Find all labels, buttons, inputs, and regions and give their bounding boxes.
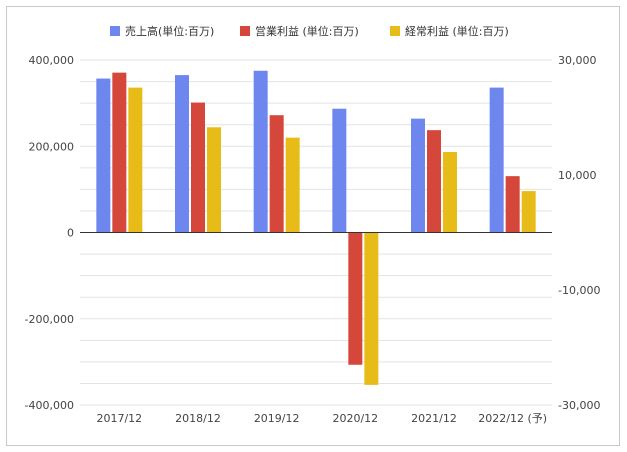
bar: [505, 176, 520, 233]
legend-label: 営業利益 (単位:百万): [255, 24, 359, 38]
bar: [112, 72, 127, 233]
bar: [207, 127, 221, 233]
x-tick-label: 2017/12: [96, 412, 142, 425]
legend-swatch: [240, 26, 250, 36]
legend: 売上高(単位:百万) 営業利益 (単位:百万) 経常利益 (単位:百万): [110, 24, 509, 38]
bar: [427, 130, 441, 233]
bar: [175, 75, 189, 233]
right-tick-label: -30,000: [558, 399, 600, 412]
x-tick-label: 2022/12 (予): [478, 412, 547, 425]
bar: [443, 152, 457, 233]
left-tick-label: -200,000: [25, 313, 74, 326]
left-tick-label: -400,000: [25, 399, 74, 412]
bar: [285, 137, 300, 233]
left-axis-ticks: 400,000 200,000 0 -200,000 -400,000: [25, 54, 74, 412]
left-tick-label: 0: [67, 227, 74, 240]
bar: [332, 108, 347, 233]
legend-label: 売上高(単位:百万): [125, 24, 214, 38]
left-tick-label: 200,000: [29, 140, 75, 153]
bars: [96, 70, 536, 385]
bar: [489, 87, 504, 233]
bar: [96, 78, 111, 233]
x-tick-label: 2018/12: [175, 412, 221, 425]
x-tick-label: 2019/12: [254, 412, 300, 425]
bar: [348, 232, 363, 365]
bar: [411, 118, 425, 233]
bar: [269, 115, 284, 233]
legend-swatch: [110, 26, 120, 36]
legend-swatch: [390, 26, 400, 36]
bar: [364, 232, 379, 385]
x-tick-label: 2021/12: [411, 412, 457, 425]
right-tick-label: -10,000: [558, 284, 600, 297]
legend-label: 経常利益 (単位:百万): [405, 24, 509, 38]
bar: [521, 191, 536, 233]
gridlines: [80, 59, 552, 406]
right-axis-ticks: 30,000 10,000 -10,000 -30,000: [558, 54, 600, 412]
bar: [128, 87, 143, 233]
left-tick-label: 400,000: [29, 54, 75, 67]
bar: [253, 70, 268, 233]
x-axis-ticks: 2017/12 2018/12 2019/12 2020/12 2021/12 2022/…: [96, 412, 547, 425]
x-tick-label: 2020/12: [332, 412, 378, 425]
bar: [191, 102, 205, 233]
right-tick-label: 30,000: [558, 54, 597, 67]
right-tick-label: 10,000: [558, 169, 597, 182]
